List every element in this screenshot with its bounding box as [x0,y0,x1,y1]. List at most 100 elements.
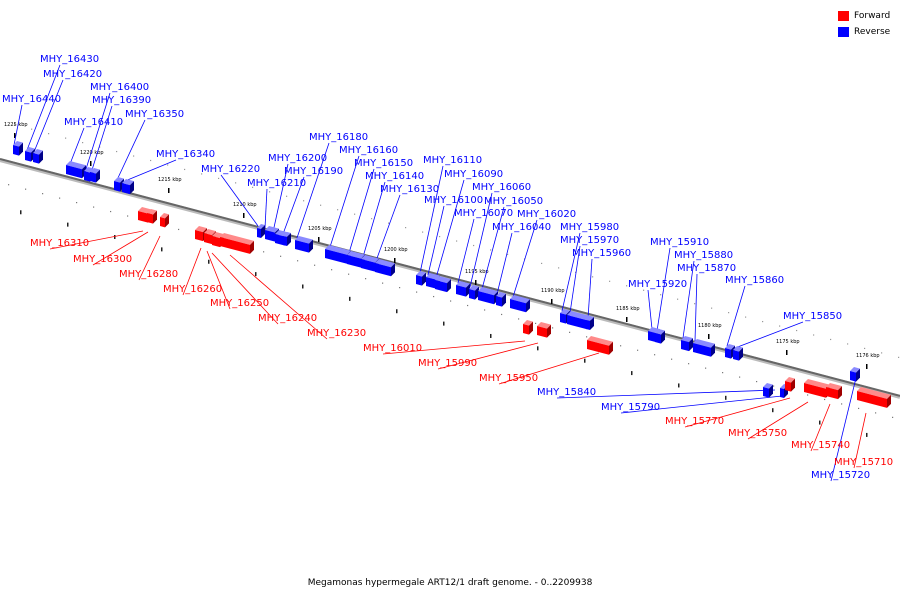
gene-labels: MHY_16440MHY_16430MHY_16420MHY_16410MHY_… [2,54,893,481]
gene-mhy-15720 [850,367,860,382]
track-dot [354,213,356,215]
leader-line [734,321,804,349]
track-dot [677,298,679,300]
legend-forward-label: Forward [854,11,891,21]
gene-side [711,343,715,357]
gene-top [325,245,351,255]
leader-line [556,389,776,399]
gene-mhy-15770 [785,377,795,392]
leader-line [587,258,593,319]
leader-line [264,188,268,229]
gene-side [130,181,134,195]
track-dot [779,325,781,327]
gene-label: MHY_16060 [472,182,531,193]
leader-line [206,250,231,310]
gene-mhy-16110 [416,271,426,286]
gene-label: MHY_15750 [728,428,787,439]
gene-label: MHY_16200 [268,153,327,164]
gene-mhy-16220 [257,224,265,239]
track-dot [841,403,843,405]
gene-side [422,272,426,286]
leader-line [498,352,600,385]
gene-top [567,311,591,321]
gene-front [655,333,661,344]
gene-label: MHY_16280 [119,269,178,280]
gene-top [496,292,506,298]
track-dot [235,182,237,184]
tick-label: 1190 kbp [541,288,565,294]
gene-label: MHY_16010 [363,343,422,354]
gene-label: MHY_16260 [163,284,222,295]
tick-mark [90,161,92,166]
gene-front [850,371,856,382]
gene-label: MHY_16400 [90,82,149,93]
gene-label: MHY_16070 [454,208,513,219]
track-dot [722,372,724,374]
gene-front [212,236,220,248]
track-dot [456,240,458,242]
track-dot [660,294,662,296]
gene-front [204,233,212,245]
leader-line [469,192,493,288]
gene-label: MHY_15910 [650,237,709,248]
track-dot [705,367,707,369]
gene-side [287,233,291,247]
gene-front [456,285,466,297]
gene-top [204,229,216,236]
gene-side [261,225,265,239]
leader-line [747,401,809,440]
gene-top [90,168,100,174]
track-tick [819,420,821,425]
gene-mhy-16040 [496,292,506,307]
gene-side [447,279,451,293]
gene-front [147,213,153,224]
leader-line [124,159,177,182]
track-dot [796,329,798,332]
gene-front [122,183,130,195]
gene-label: MHY_15950 [479,373,538,384]
kbp-ticks: 1225 kbp 1220 kbp 1215 kbp 1210 kbp 1205 kbp… [4,122,880,369]
leader-line [512,219,538,298]
track-tick [537,346,539,351]
gene-mhy-16190 [283,232,291,247]
leader-line [116,119,146,181]
gene-front [587,340,609,355]
leader-line [348,168,375,254]
track-dot [875,412,877,414]
track-dot [178,228,180,231]
gene-mhy-16420 [33,149,43,164]
genome-caption: Megamonas hypermegale ART12/1 draft geno… [307,578,593,588]
track-dot [552,327,554,329]
track-dot [575,271,577,273]
track-dot [450,300,452,302]
gene-front [347,255,361,268]
track-dot [303,200,305,202]
tick-mark [866,364,868,369]
track-dot [42,193,44,195]
gene-front [138,211,148,223]
track-dot [892,416,894,418]
gene-label: MHY_16390 [92,95,151,106]
tick-mark [14,133,16,138]
track-dot [643,289,645,291]
gene-top [850,367,860,373]
gene-front [648,331,656,343]
leader-line [362,181,386,258]
tick-mark [626,317,628,322]
gene-front [763,387,769,398]
track-dot [365,278,367,280]
track-dot [535,322,537,325]
track-tick [20,210,22,215]
gene-front [537,326,547,338]
gene-front [510,299,526,313]
gene-front [681,340,689,352]
gene-front [469,289,475,300]
gene-front [693,343,711,357]
gene-top [733,346,743,352]
tick-mark [318,237,320,242]
gene-top [33,149,43,155]
tick-label: 1210 kbp [233,202,257,208]
legend-reverse: Reverse [838,24,890,40]
gene-label: MHY_15710 [834,457,893,468]
track-tick [208,259,210,264]
